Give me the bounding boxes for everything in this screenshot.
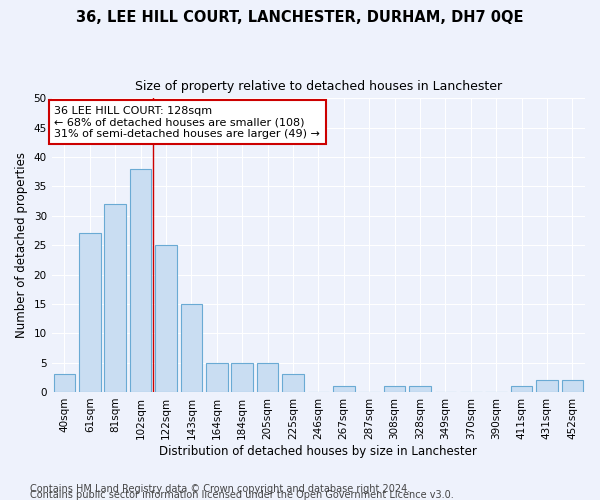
Bar [409,386,431,392]
Bar [155,245,177,392]
Text: 36 LEE HILL COURT: 128sqm
← 68% of detached houses are smaller (108)
31% of semi: 36 LEE HILL COURT: 128sqm ← 68% of detac… [55,106,320,139]
Bar [206,362,227,392]
Title: Size of property relative to detached houses in Lanchester: Size of property relative to detached ho… [135,80,502,93]
Text: Contains public sector information licensed under the Open Government Licence v3: Contains public sector information licen… [30,490,454,500]
Bar [384,386,406,392]
Bar [232,362,253,392]
Y-axis label: Number of detached properties: Number of detached properties [15,152,28,338]
Text: Contains HM Land Registry data © Crown copyright and database right 2024.: Contains HM Land Registry data © Crown c… [30,484,410,494]
Bar [257,362,278,392]
Bar [536,380,557,392]
Bar [79,234,101,392]
X-axis label: Distribution of detached houses by size in Lanchester: Distribution of detached houses by size … [160,444,477,458]
Bar [282,374,304,392]
Text: 36, LEE HILL COURT, LANCHESTER, DURHAM, DH7 0QE: 36, LEE HILL COURT, LANCHESTER, DURHAM, … [76,10,524,25]
Bar [53,374,75,392]
Bar [181,304,202,392]
Bar [104,204,126,392]
Bar [130,169,151,392]
Bar [333,386,355,392]
Bar [511,386,532,392]
Bar [562,380,583,392]
